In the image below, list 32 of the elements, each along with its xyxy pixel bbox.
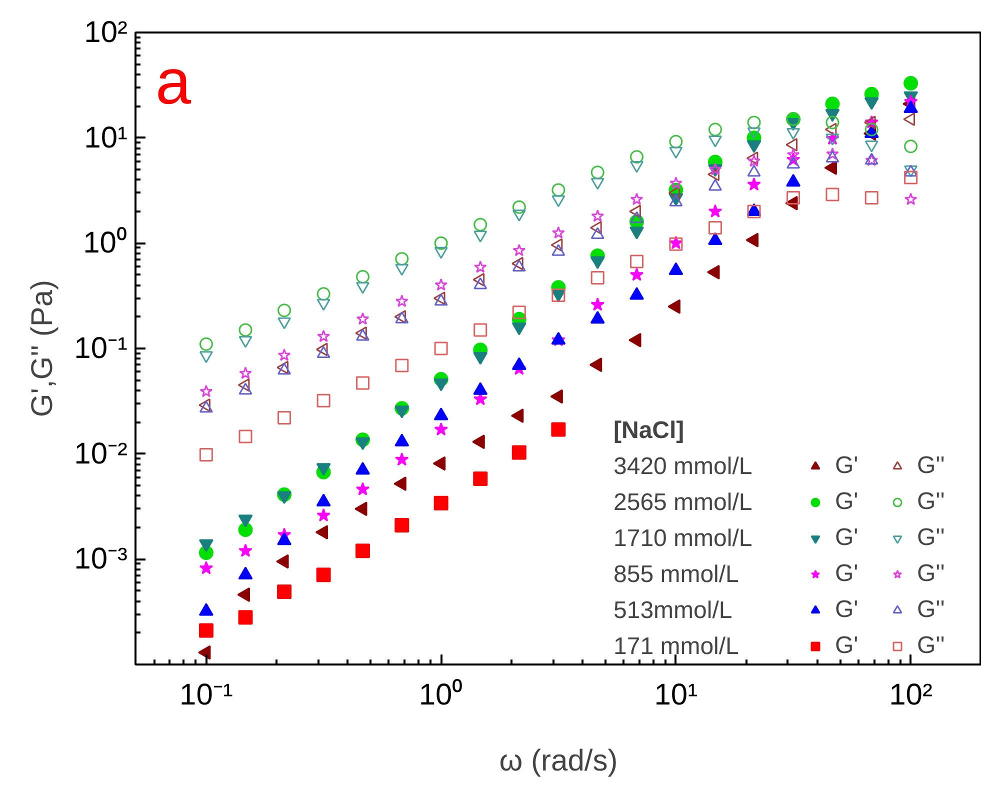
x-tick-label: 10² <box>889 678 932 712</box>
annotation: 855 mmol/L <box>614 561 739 588</box>
legend-label: G'' <box>917 595 946 625</box>
legend-label: G' <box>835 451 860 481</box>
annotation: 171 mmol/L <box>614 633 739 660</box>
legend-label: G'' <box>917 523 946 553</box>
annotation: a <box>156 46 192 118</box>
legend-label: G' <box>835 523 860 553</box>
y-tick-label: 10¹ <box>84 121 128 154</box>
annotation: 513mmol/L <box>614 597 732 624</box>
legend-label: G' <box>835 631 860 661</box>
legend-label: G'' <box>917 631 946 661</box>
annotation: 2565 mmol/L <box>614 489 752 516</box>
y-axis-title: G',G'' (Pa) <box>26 280 60 418</box>
annotation: 1710 mmol/L <box>614 525 752 552</box>
x-tick-label: 10¹ <box>654 678 698 712</box>
y-tick-label: 10⁻¹ <box>74 332 128 365</box>
annotation: 3420 mmol/L <box>614 453 752 480</box>
legend-title: [NaCl] <box>614 417 684 444</box>
legend-label: G'' <box>917 559 946 589</box>
y-tick-label: 10⁻² <box>74 437 128 470</box>
y-tick-label: 10⁻³ <box>74 542 128 576</box>
y-tick-label: 10⁰ <box>83 226 128 260</box>
legend-label: G' <box>835 487 860 517</box>
legend-label: G'' <box>917 487 946 517</box>
legend-label: G' <box>835 595 860 625</box>
legend-label: G' <box>835 559 860 589</box>
x-tick-label: 10⁻¹ <box>180 678 233 712</box>
legend-label: G'' <box>917 451 946 481</box>
x-tick-label: 10⁰ <box>418 678 464 712</box>
x-axis-title: ω (rad/s) <box>499 744 618 778</box>
y-tick-label: 10² <box>84 16 128 49</box>
